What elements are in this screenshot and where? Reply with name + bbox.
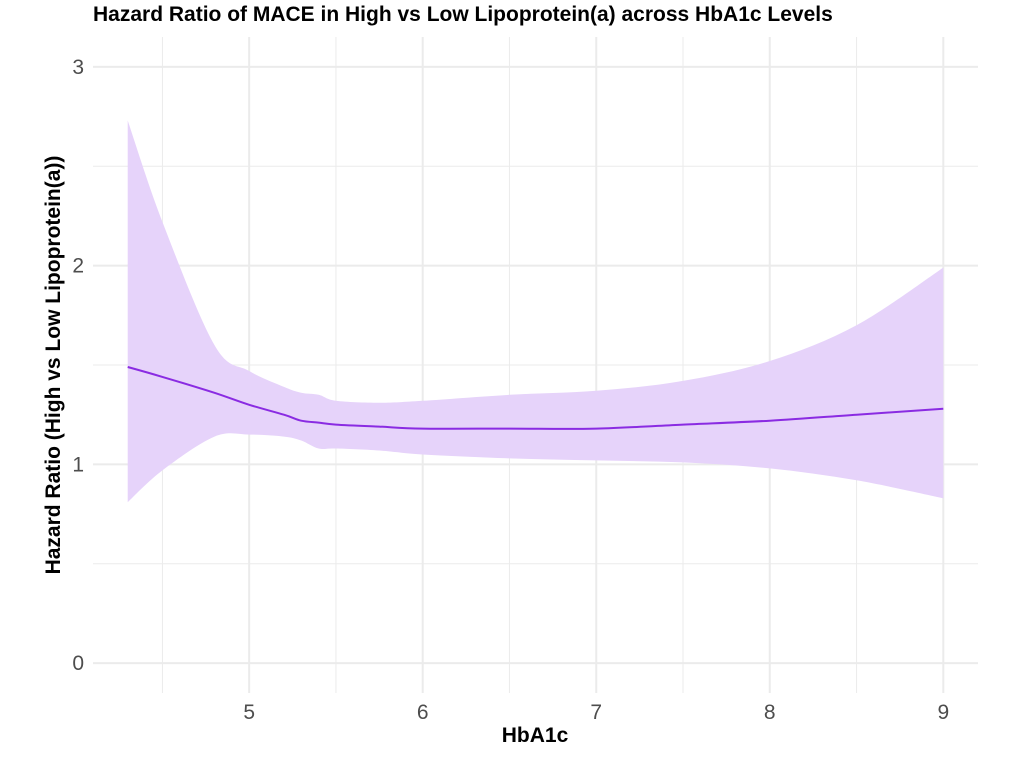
y-tick-label: 1 — [72, 453, 84, 476]
x-tick-label: 5 — [243, 701, 255, 724]
y-tick-label: 0 — [72, 652, 84, 675]
confidence-band — [127, 120, 944, 503]
x-axis-label: HbA1c — [501, 724, 569, 747]
y-tick-label: 2 — [72, 255, 84, 278]
line-layer — [127, 366, 944, 430]
y-tick-label: 3 — [72, 56, 84, 79]
hazard-ratio-line — [127, 366, 944, 430]
x-tick-label: 8 — [764, 701, 776, 724]
x-tick-label: 6 — [417, 701, 429, 724]
x-tick-label: 9 — [937, 701, 949, 724]
y-tick-labels: 0 1 2 3 — [72, 56, 84, 675]
chart-title: Hazard Ratio of MACE in High vs Low Lipo… — [93, 3, 833, 26]
confidence-band-layer — [127, 120, 944, 503]
x-tick-labels: 5 6 7 8 9 — [243, 701, 949, 724]
x-tick-label: 7 — [590, 701, 602, 724]
